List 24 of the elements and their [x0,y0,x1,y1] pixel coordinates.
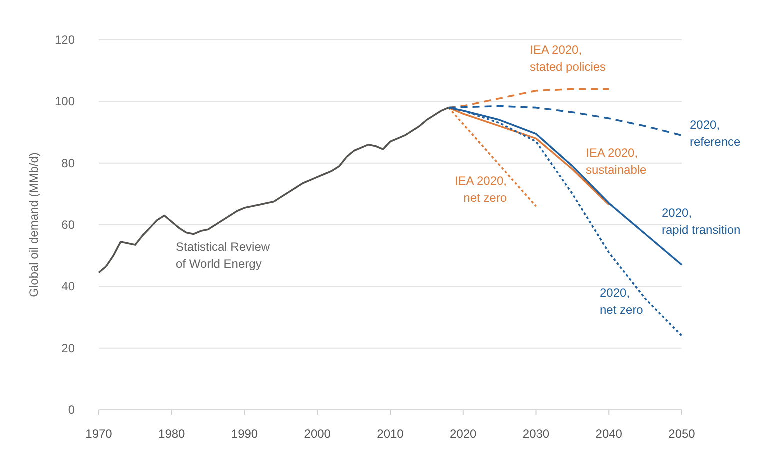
x-tick-label: 2050 [668,427,696,441]
y-tick-label: 100 [54,94,76,109]
y-tick-label: 120 [54,33,76,47]
series-label: 2020, reference [690,118,742,149]
series-label: IEA 2020, stated policies [530,43,606,74]
x-tick-label: 2010 [377,427,404,441]
y-tick-label: 0 [68,403,76,417]
x-tick-label: 1990 [231,427,258,441]
x-tick-label: 2030 [522,427,550,441]
y-tick-label: 40 [62,280,76,294]
x-tick-label: 2040 [596,427,623,441]
x-tick-label: 2020 [450,427,478,441]
x-tick-label: 1980 [158,427,186,441]
series-label: 2020, net zero [600,286,644,317]
y-tick-label: 20 [62,341,76,356]
y-axis-title: Global oil demand (MMb/d) [27,152,41,298]
series-label: 2020, rapid transition [662,206,741,237]
series-label: IEA 2020, net zero [454,174,508,205]
x-tick-label: 1970 [86,427,113,441]
series-label: IEA 2020, sustainable [586,146,648,177]
y-tick-label: 60 [62,218,76,232]
y-tick-label: 80 [62,156,76,170]
series-label: Statistical Review of World Energy [176,240,270,271]
x-tick-label: 2000 [304,427,332,441]
